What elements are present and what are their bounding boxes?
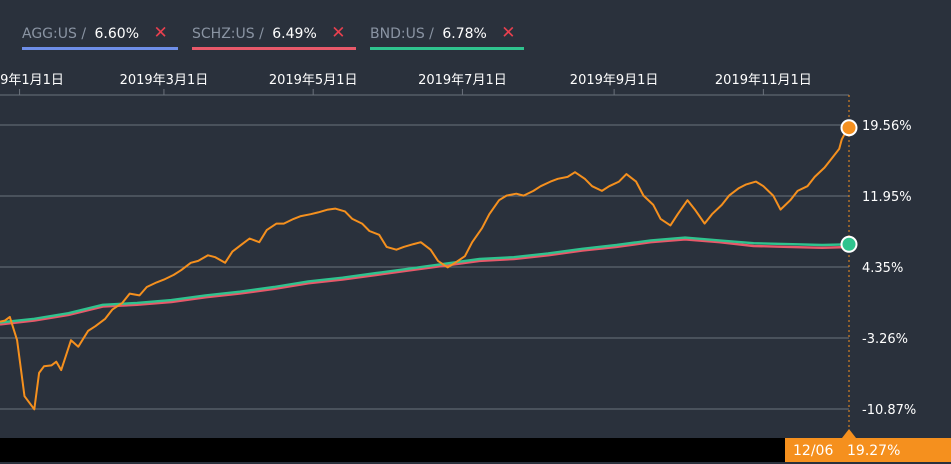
legend-item-agg[interactable]: AGG:US / 6.60% ✕ bbox=[22, 22, 180, 50]
y-tick-label: 4.35% bbox=[862, 261, 903, 276]
legend-item-schz[interactable]: SCHZ:US / 6.49% ✕ bbox=[192, 22, 358, 50]
series-line-schz bbox=[0, 238, 850, 326]
y-tick-label: -10.87% bbox=[862, 403, 916, 418]
series-line-bnd bbox=[0, 236, 850, 324]
remove-series-icon[interactable]: ✕ bbox=[501, 23, 516, 43]
legend-underline bbox=[192, 47, 356, 50]
legend-value: 6.78% bbox=[442, 26, 487, 42]
y-tick-label: 11.95% bbox=[862, 190, 912, 205]
end-point-bnd bbox=[840, 235, 858, 253]
legend-underline bbox=[370, 47, 524, 50]
legend-ticker: SCHZ:US bbox=[192, 26, 255, 42]
legend-value: 6.60% bbox=[94, 26, 139, 42]
x-tick-label: 2019年11月1日 bbox=[715, 73, 812, 88]
x-tick-label: 2019年5月1日 bbox=[269, 73, 358, 88]
legend-underline bbox=[22, 47, 178, 50]
x-tick-label: 2019年3月1日 bbox=[120, 73, 209, 88]
series-line-orange bbox=[0, 126, 850, 411]
chart-plot[interactable]: 2019年1月1日 2019年3月1日 2019年5月1日 2019年7月1日 2019… bbox=[0, 0, 951, 438]
legend-ticker: BND:US bbox=[370, 26, 425, 42]
legend-ticker: AGG:US bbox=[22, 26, 77, 42]
y-tick-label: 19.56% bbox=[862, 119, 912, 134]
x-tick-label: 2019年7月1日 bbox=[418, 73, 507, 88]
hover-value: 19.27% bbox=[847, 443, 901, 459]
legend-sep: / bbox=[259, 26, 264, 42]
legend-sep: / bbox=[429, 26, 434, 42]
legend: AGG:US / 6.60% ✕ SCHZ:US / 6.49% ✕ BND:U… bbox=[0, 0, 951, 58]
remove-series-icon[interactable]: ✕ bbox=[153, 23, 168, 43]
legend-value: 6.49% bbox=[272, 26, 317, 42]
remove-series-icon[interactable]: ✕ bbox=[331, 23, 346, 43]
y-tick-label: -3.26% bbox=[862, 332, 908, 347]
x-tick-label: 2019年9月1日 bbox=[570, 73, 659, 88]
legend-sep: / bbox=[81, 26, 87, 42]
end-point-orange bbox=[840, 119, 858, 137]
hover-date: 12/06 bbox=[793, 443, 834, 459]
hover-label: 12/06 19.27% bbox=[785, 438, 951, 462]
crosshair-marker bbox=[842, 429, 856, 438]
x-tick-label: 2019年1月1日 bbox=[0, 73, 64, 88]
legend-item-bnd[interactable]: BND:US / 6.78% ✕ bbox=[370, 22, 526, 50]
